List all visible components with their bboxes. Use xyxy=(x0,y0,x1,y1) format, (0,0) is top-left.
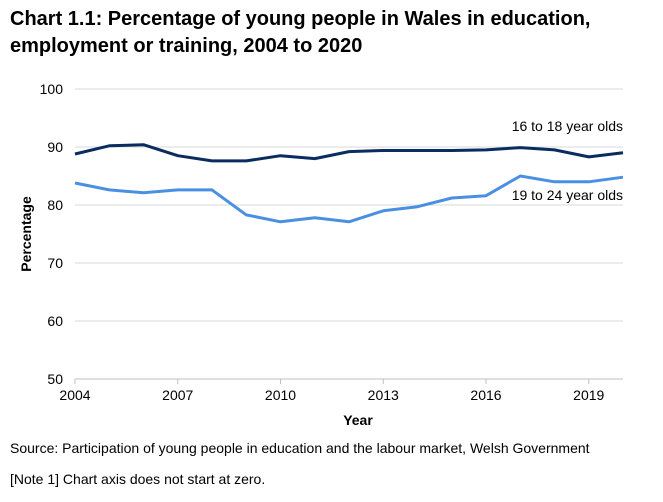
y-tick-label-50: 50 xyxy=(47,371,63,387)
series-lines xyxy=(74,143,624,224)
y-tick-label-100: 100 xyxy=(40,81,64,97)
y-tick-label-90: 90 xyxy=(47,139,63,155)
series-line-19-to-24 xyxy=(74,174,624,224)
series-label-16-to-18: 16 to 18 year olds xyxy=(512,118,623,134)
y-tick-label-70: 70 xyxy=(47,255,63,271)
chart-title-line-1: Chart 1.1: Percentage of young people in… xyxy=(10,8,591,30)
gridlines xyxy=(75,88,623,380)
chart-title-line-2: employment or training, 2004 to 2020 xyxy=(10,35,363,57)
y-tick-label-60: 60 xyxy=(47,313,63,329)
line-chart: 50 60 70 80 90 100 2004 2007 2010 2013 2016 2019 1… xyxy=(18,81,624,428)
axis-note: [Note 1] Chart axis does not start at ze… xyxy=(10,471,266,487)
x-axis-tick-labels: 2004 2007 2010 2013 2016 2019 xyxy=(59,379,605,403)
series-labels: 16 to 18 year olds 19 to 24 year olds xyxy=(512,118,623,203)
x-tick-label-2004: 2004 xyxy=(59,387,90,403)
y-axis-title: Percentage xyxy=(18,196,34,272)
x-tick-label-2007: 2007 xyxy=(162,387,193,403)
y-axis-tick-labels: 50 60 70 80 90 100 xyxy=(40,81,64,387)
series-label-19-to-24: 19 to 24 year olds xyxy=(512,187,623,203)
source-note: Source: Participation of young people in… xyxy=(10,440,590,456)
x-tick-label-2019: 2019 xyxy=(573,387,604,403)
x-tick-label-2016: 2016 xyxy=(470,387,501,403)
x-tick-label-2010: 2010 xyxy=(265,387,296,403)
chart-title: Chart 1.1: Percentage of young people in… xyxy=(10,6,660,60)
series-line-16-to-18 xyxy=(74,143,624,163)
x-axis-title: Year xyxy=(343,412,373,428)
y-tick-label-80: 80 xyxy=(47,197,63,213)
x-tick-label-2013: 2013 xyxy=(368,387,399,403)
